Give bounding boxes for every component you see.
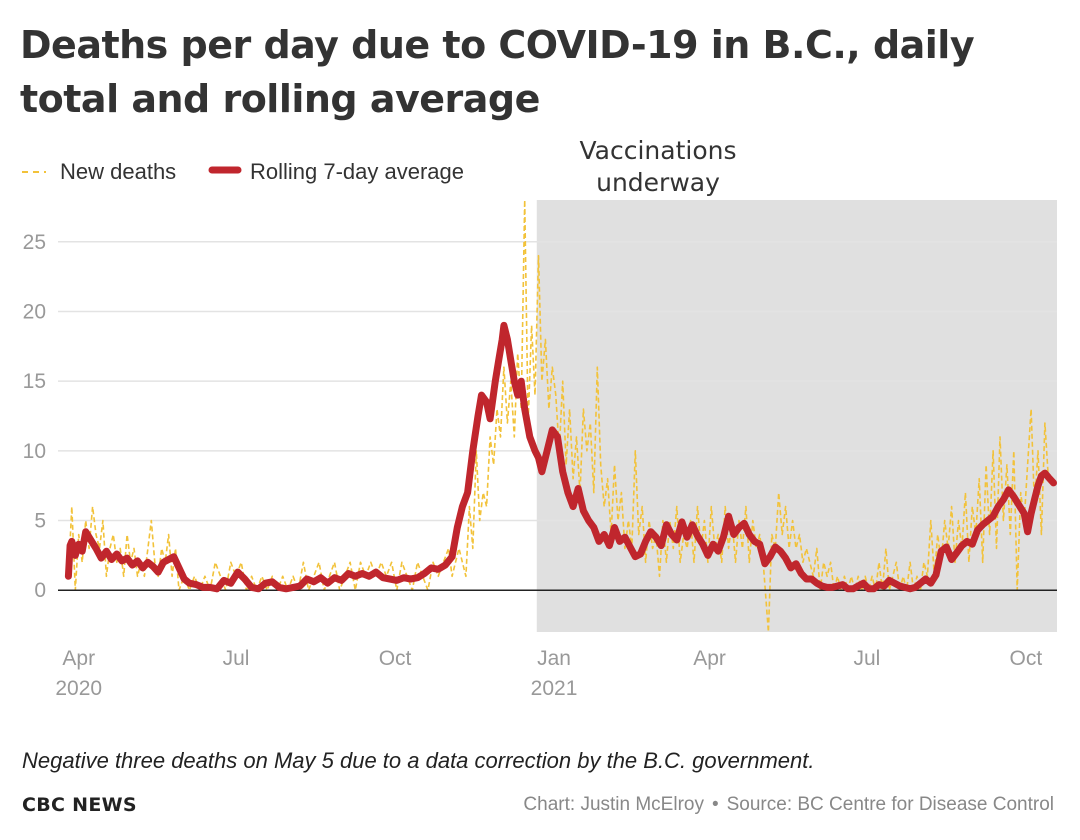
source-credit: Source: BC Centre for Disease Control: [726, 794, 1054, 815]
y-tick-label: 0: [34, 579, 46, 602]
x-tick-label: Apr: [693, 647, 726, 670]
x-tick-label: Oct: [1010, 647, 1043, 670]
x-tick-label: Apr: [62, 647, 95, 670]
x-tick-label: Oct: [379, 647, 412, 670]
annotation-label-line-2: underway: [596, 168, 720, 197]
y-tick-label: 20: [23, 300, 46, 323]
y-tick-label: 5: [34, 510, 46, 533]
credit-separator: •: [711, 794, 719, 815]
x-tick-year-label: 2020: [55, 677, 102, 700]
legend: New deaths Rolling 7-day average: [22, 159, 464, 184]
plot-area: [58, 199, 1057, 633]
footnote: Negative three deaths on May 5 due to a …: [22, 748, 815, 773]
x-tick-year-label: 2021: [531, 677, 578, 700]
series-line-rolling-average: [64, 321, 1057, 593]
brand-logo: CBC NEWS: [22, 794, 137, 816]
x-tick-label: Jul: [853, 647, 880, 670]
credit-line: Chart: Justin McElroy • Source: BC Centre …: [519, 794, 1058, 816]
x-tick-label: Jan: [537, 647, 571, 670]
y-tick-label: 10: [23, 440, 46, 463]
vaccination-annotation: Vaccinations underway: [580, 136, 737, 197]
y-tick-label: 25: [23, 231, 46, 254]
x-axis: Apr 2020 Jul Oct Jan 2021 Apr Jul Oct: [55, 647, 1042, 700]
chart-credit: Chart: Justin McElroy: [523, 794, 704, 815]
legend-label-new-deaths: New deaths: [60, 159, 176, 184]
legend-label-rolling-average: Rolling 7-day average: [250, 159, 464, 184]
y-tick-label: 15: [23, 370, 46, 393]
annotation-label-line-1: Vaccinations: [580, 136, 737, 165]
chart: New deaths Rolling 7-day average Vaccina…: [22, 136, 1057, 700]
y-axis: 0 5 10 15 20 25: [23, 231, 46, 602]
vaccination-shaded-region: [536, 200, 1057, 632]
x-tick-label: Jul: [223, 647, 250, 670]
chart-title: Deaths per day due to COVID-19 in B.C., …: [20, 23, 975, 121]
